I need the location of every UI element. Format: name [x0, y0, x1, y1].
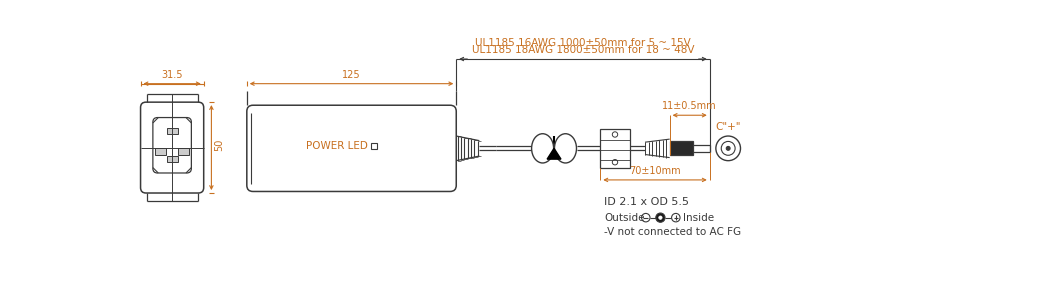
Text: C"+": C"+"	[716, 122, 741, 132]
Bar	[371, 143, 377, 149]
Polygon shape	[547, 148, 561, 159]
Text: 11±0.5mm: 11±0.5mm	[663, 101, 717, 111]
Text: ID 2.1 x OD 5.5: ID 2.1 x OD 5.5	[604, 197, 689, 207]
Circle shape	[716, 136, 741, 161]
Circle shape	[642, 213, 650, 222]
Circle shape	[726, 146, 730, 150]
Circle shape	[721, 142, 735, 155]
Text: Inside: Inside	[683, 213, 714, 223]
Bar	[155, 148, 166, 154]
Bar	[600, 129, 629, 168]
Text: 50: 50	[215, 139, 224, 151]
Text: UL1185 16AWG 1000±50mm for 5 ~ 15V: UL1185 16AWG 1000±50mm for 5 ~ 15V	[475, 38, 691, 48]
Bar	[178, 148, 189, 154]
Text: -V not connected to AC FG: -V not connected to AC FG	[604, 226, 741, 236]
Bar	[670, 142, 693, 155]
Ellipse shape	[554, 134, 576, 163]
Text: Outside: Outside	[604, 213, 645, 223]
Bar	[167, 128, 177, 134]
Text: 70±10mm: 70±10mm	[629, 166, 680, 176]
Text: POWER LED: POWER LED	[306, 141, 368, 151]
Circle shape	[659, 216, 662, 219]
FancyBboxPatch shape	[247, 105, 456, 191]
Text: UL1185 18AWG 1800±50mm for 18 ~ 48V: UL1185 18AWG 1800±50mm for 18 ~ 48V	[472, 45, 694, 55]
Circle shape	[655, 213, 665, 222]
Circle shape	[672, 213, 680, 222]
Circle shape	[613, 159, 618, 165]
Text: 31.5: 31.5	[162, 70, 183, 80]
FancyBboxPatch shape	[141, 102, 203, 193]
Ellipse shape	[531, 134, 553, 163]
FancyBboxPatch shape	[153, 117, 192, 173]
Text: 125: 125	[342, 70, 361, 80]
Circle shape	[613, 132, 618, 137]
Bar	[167, 156, 177, 162]
